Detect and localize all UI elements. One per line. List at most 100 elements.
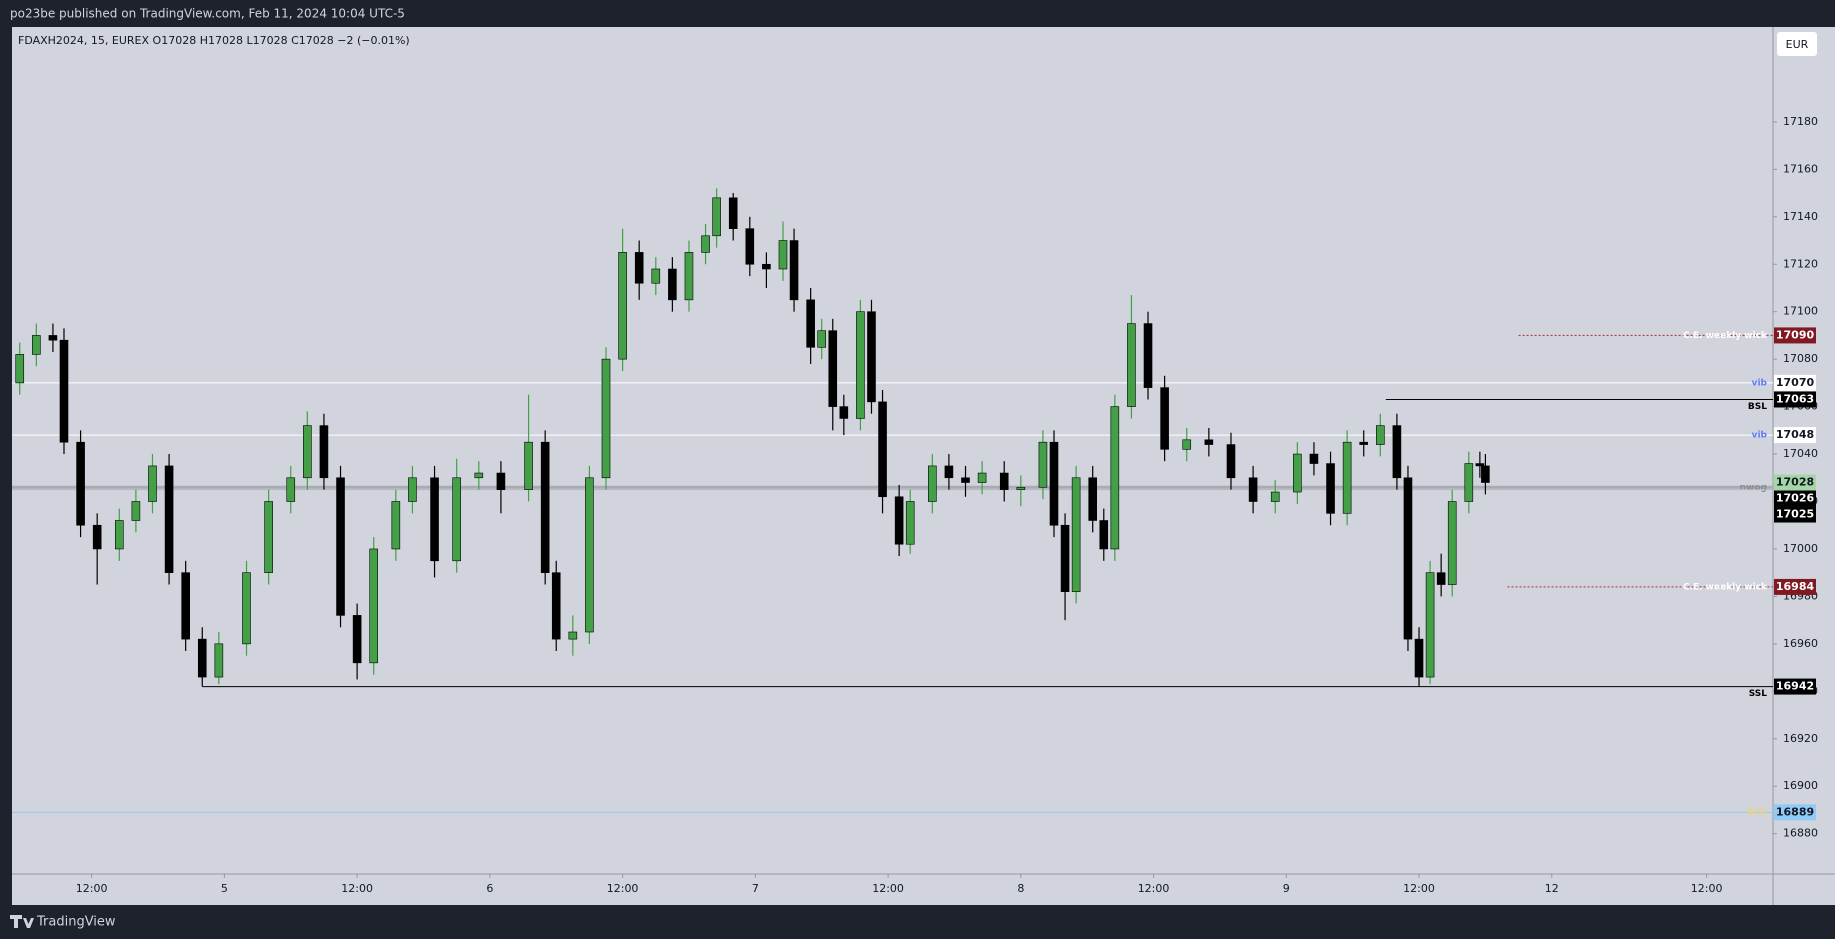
candle-body (1392, 425, 1402, 479)
price-badge (1774, 391, 1816, 408)
y-tick-label: 16960 (1783, 637, 1818, 650)
candle-body (1436, 572, 1446, 585)
candle-body (48, 335, 58, 341)
candle-body (1293, 453, 1302, 493)
price-badge-label: 17025 (1776, 508, 1814, 521)
candle-body (181, 572, 190, 640)
legend: FDAXH2024, 15, EUREX O17028 H17028 L1702… (18, 34, 410, 47)
candle-body (1342, 441, 1352, 514)
candle-body (1016, 486, 1026, 490)
candle-body (131, 501, 141, 521)
candle-body (1204, 439, 1214, 445)
candle-body (1464, 463, 1474, 502)
candle-body (778, 240, 788, 270)
candle-body (1326, 463, 1335, 514)
candle-body (164, 465, 174, 573)
candle-body (369, 548, 379, 664)
price-badge (1774, 474, 1816, 491)
level-label: C.E. weekly wick (1683, 582, 1768, 592)
plot-area (12, 27, 1773, 874)
price-badge-label: 16942 (1776, 680, 1814, 693)
candle-body (15, 354, 25, 384)
candle-body (839, 406, 849, 419)
candle-body (114, 520, 124, 550)
price-badge (1774, 678, 1816, 695)
x-tick-label: 8 (1017, 882, 1024, 895)
candle-body (961, 477, 970, 483)
candle-body (1425, 572, 1435, 678)
candle-body (524, 441, 533, 490)
level-label: nwog (1740, 483, 1767, 493)
y-tick-label: 17120 (1783, 257, 1818, 270)
price-badge (1774, 427, 1816, 444)
candle-body (1414, 638, 1424, 678)
candle-body (618, 252, 627, 360)
price-axis (1773, 27, 1835, 905)
candle-body (1403, 477, 1413, 640)
candle-body (944, 465, 954, 479)
candle-body (214, 643, 224, 678)
candle-body (745, 228, 755, 265)
x-tick-label: 12:00 (607, 882, 639, 895)
currency[interactable]: EUR (1786, 38, 1809, 51)
candle-body (242, 572, 251, 645)
price-badge-label: 16889 (1776, 805, 1814, 818)
candle-body (319, 425, 329, 479)
price-badge (1774, 490, 1816, 507)
candle-body (1110, 406, 1120, 550)
y-tick-label: 17040 (1783, 447, 1818, 460)
level-label: BISI (1747, 808, 1767, 818)
candle-body (1309, 453, 1319, 464)
candle-body (668, 268, 677, 301)
candle-body (828, 330, 838, 407)
candle-body (352, 615, 362, 664)
x-tick-label: 6 (486, 882, 493, 895)
candle-body (1127, 323, 1136, 407)
y-tick-label: 17080 (1783, 352, 1818, 365)
candle-body (551, 572, 561, 640)
price-badge (1774, 804, 1816, 821)
price-badge-label: 17026 (1776, 492, 1815, 505)
y-tick-label: 17000 (1783, 542, 1818, 555)
candle-body (1359, 441, 1369, 445)
candle-body (977, 472, 987, 483)
candle-body (789, 240, 799, 301)
logo (10, 915, 34, 928)
candle-body (1447, 501, 1457, 585)
y-tick-label: 17100 (1783, 305, 1818, 318)
candle-body (148, 465, 157, 502)
currency-button[interactable] (1777, 32, 1817, 56)
candle-body (1088, 477, 1098, 521)
candle-body (1182, 439, 1192, 450)
candle-body (856, 311, 865, 419)
y-tick-label: 16920 (1783, 732, 1818, 745)
candle-body (1071, 477, 1081, 592)
x-tick-label: 12:00 (341, 882, 373, 895)
level-label: vib (1752, 431, 1768, 441)
candle-body (59, 339, 69, 443)
candle-body (1376, 425, 1385, 445)
candle-body (408, 477, 417, 502)
candle-body (452, 477, 461, 562)
x-tick-label: 12:00 (76, 882, 108, 895)
y-tick-label: 16880 (1783, 827, 1818, 840)
candle-body (634, 252, 644, 284)
candle-body (1160, 387, 1169, 450)
price-badge-label: 17063 (1776, 392, 1814, 405)
candle-body (878, 401, 887, 498)
candle-body (430, 477, 439, 562)
candle-body (76, 441, 85, 526)
candle-body (928, 465, 937, 502)
x-tick-label: 12:00 (1691, 882, 1723, 895)
price-badge-label: 17028 (1776, 476, 1814, 489)
x-tick-label: 7 (752, 882, 759, 895)
candle-body (391, 501, 401, 550)
x-tick-label: 12 (1545, 882, 1559, 895)
level-label: BSL (1748, 402, 1767, 412)
candle-body (1049, 441, 1059, 526)
candle-body (867, 311, 876, 403)
x-tick-label: 5 (221, 882, 228, 895)
y-tick-label: 17160 (1783, 162, 1818, 175)
